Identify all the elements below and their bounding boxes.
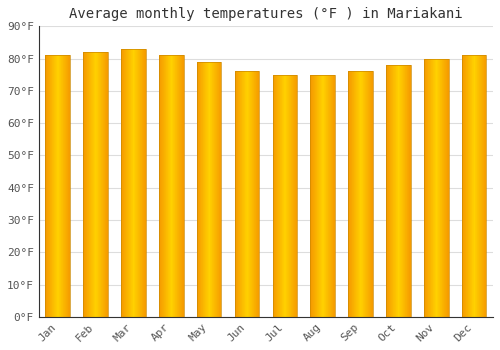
Bar xyxy=(386,65,410,317)
Bar xyxy=(159,55,184,317)
Bar xyxy=(310,75,335,317)
Bar xyxy=(234,71,260,317)
Bar xyxy=(121,49,146,317)
Bar xyxy=(46,55,70,317)
Bar xyxy=(84,52,108,317)
Title: Average monthly temperatures (°F ) in Mariakani: Average monthly temperatures (°F ) in Ma… xyxy=(69,7,462,21)
Bar xyxy=(272,75,297,317)
Bar xyxy=(462,55,486,317)
Bar xyxy=(197,62,222,317)
Bar xyxy=(424,58,448,317)
Bar xyxy=(348,71,373,317)
